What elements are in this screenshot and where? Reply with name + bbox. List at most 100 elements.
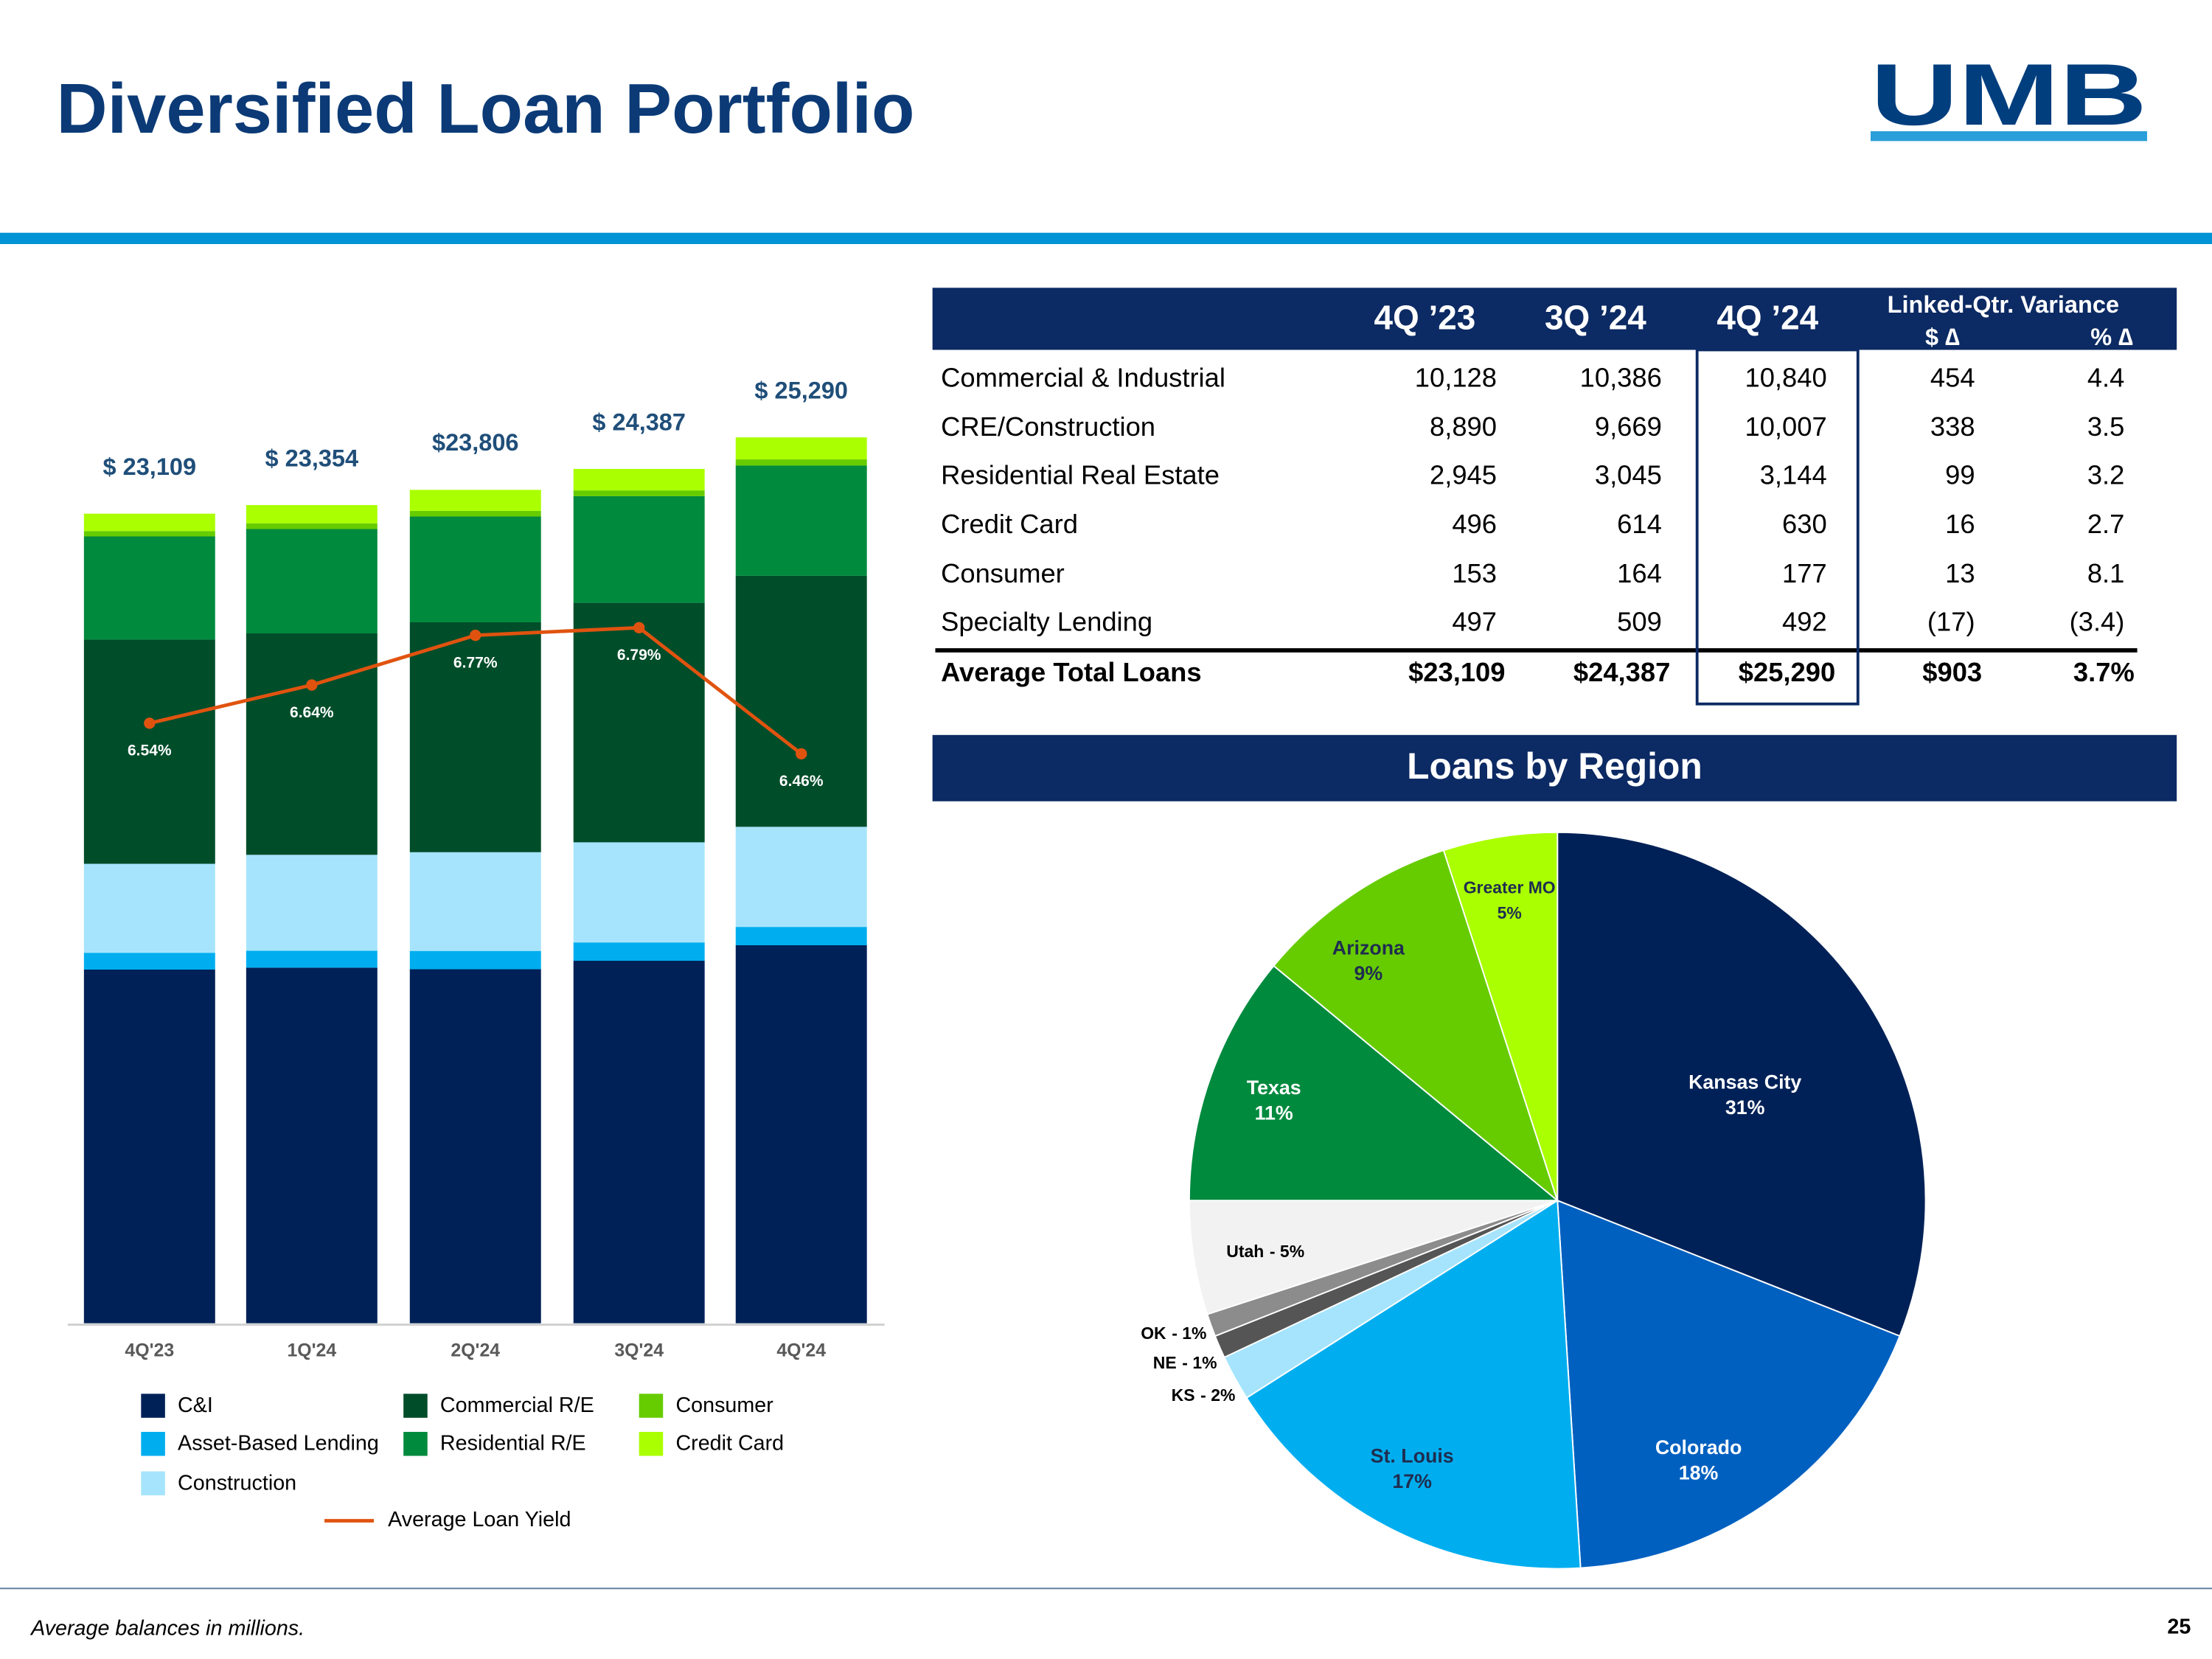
bar-segment: [735, 465, 867, 576]
table-cell: 8.1: [2087, 558, 2125, 588]
bar-segment: [83, 639, 215, 864]
total-label: $ 23,109: [103, 453, 197, 480]
bar-segment: [735, 575, 867, 827]
table-cell: (17): [1927, 606, 1975, 636]
legend-label: Credit Card: [675, 1432, 784, 1455]
table-cell: 3,045: [1595, 459, 1662, 490]
pie-value: - 1%: [1172, 1324, 1206, 1343]
x-tick-label: 4Q'24: [776, 1340, 826, 1360]
column-header: 4Q ’24: [1717, 298, 1818, 336]
pie-value: 31%: [1725, 1096, 1765, 1119]
bar-segment: [573, 495, 705, 603]
pie-slice: [1442, 831, 1559, 1201]
total-label: $ 24,387: [592, 408, 686, 435]
total-cell: 3.7%: [2073, 657, 2135, 687]
bar-segment: [83, 970, 215, 1324]
yield-label: 6.46%: [779, 773, 824, 790]
table-cell: 492: [1782, 606, 1827, 636]
bar-segment: [83, 953, 215, 970]
x-tick-label: 1Q'24: [287, 1340, 336, 1360]
bar-segment: [573, 842, 705, 943]
bar-segment: [409, 950, 541, 970]
row-label: Commercial & Industrial: [941, 362, 1225, 392]
table-cell: 8,890: [1430, 411, 1497, 442]
table-cell: 497: [1452, 606, 1497, 636]
total-label: Average Total Loans: [941, 657, 1201, 687]
pie-category: Greater MO: [1464, 877, 1556, 897]
region-header-bar: [932, 734, 2177, 801]
bar-segment: [573, 961, 705, 1324]
legend-label: Asset-Based Lending: [178, 1432, 379, 1455]
table-cell: 496: [1452, 509, 1497, 539]
pie-slice: [1188, 1200, 1558, 1315]
table-cell: 99: [1945, 459, 1975, 490]
legend-swatch: [639, 1394, 664, 1418]
bar-segment: [246, 967, 378, 1324]
pie-category: St. Louis: [1371, 1444, 1454, 1467]
yield-point: [144, 717, 156, 729]
pie-value: - 5%: [1270, 1242, 1304, 1261]
legend-swatch: [403, 1394, 428, 1418]
pie-category: KS: [1172, 1385, 1195, 1405]
legend-swatch: [141, 1394, 165, 1418]
total-cell: $24,387: [1573, 657, 1670, 687]
bar-segment: [573, 602, 705, 843]
table-cell: 338: [1930, 411, 1975, 442]
pie-label: OK - 1%: [1141, 1324, 1206, 1343]
table-cell: 2.7: [2087, 509, 2125, 539]
row-label: Credit Card: [941, 509, 1078, 539]
bar-segment: [246, 950, 378, 968]
current-quarter-box: [1695, 348, 1860, 706]
page-number: 25: [2167, 1615, 2191, 1638]
slide-title: Diversified Loan Portfolio: [57, 69, 915, 148]
total-label: $ 23,354: [265, 445, 359, 471]
yield-point: [306, 679, 318, 691]
bar-segment: [573, 468, 705, 491]
bar-segment: [573, 942, 705, 961]
pie-label: KS - 2%: [1172, 1385, 1236, 1405]
bar-segment: [409, 510, 541, 517]
bar-segment: [246, 633, 378, 855]
pie-category: OK: [1141, 1324, 1166, 1343]
table-cell: 10,007: [1745, 411, 1827, 442]
pie-category: Arizona: [1332, 937, 1405, 959]
pie-slice: [1557, 831, 1927, 1338]
yield-label: 6.54%: [128, 742, 172, 759]
total-label: $ 25,290: [754, 377, 848, 403]
bar-segment: [409, 516, 541, 623]
legend-label: Consumer: [675, 1394, 773, 1417]
total-cell: $25,290: [1739, 657, 1835, 687]
row-label: CRE/Construction: [941, 411, 1155, 442]
table-cell: 630: [1782, 509, 1827, 539]
bar-segment: [83, 536, 215, 640]
yield-point: [633, 622, 645, 633]
table-cell: 614: [1617, 509, 1662, 539]
pie-value: 17%: [1392, 1470, 1432, 1492]
pie-slice: [1188, 964, 1559, 1202]
table-cell: 13: [1945, 558, 1975, 588]
yield-label: 6.79%: [617, 647, 661, 664]
legend-swatch: [141, 1431, 165, 1456]
table-header-bar: [932, 288, 2177, 350]
pie-label: NE - 1%: [1153, 1353, 1217, 1372]
logo: UMB: [1871, 46, 2147, 144]
total-label: $23,806: [432, 429, 519, 456]
table-cell: 4.4: [2087, 362, 2125, 392]
variance-column-header: % ∆: [2090, 324, 2133, 350]
table-cell: 509: [1617, 606, 1662, 636]
yield-point: [796, 748, 807, 759]
pie-title: Loans by Region: [1407, 745, 1703, 787]
bar-segment: [409, 490, 541, 511]
footnote: Average balances in millions.: [29, 1616, 305, 1640]
legend-label: Commercial R/E: [440, 1394, 594, 1417]
bar-segment: [409, 622, 541, 852]
table-cell: 3.2: [2087, 459, 2125, 490]
yield-point: [470, 630, 481, 641]
row-label: Specialty Lending: [941, 606, 1152, 636]
variance-header: Linked-Qtr. Variance: [1888, 291, 2119, 318]
table-cell: (3.4): [2070, 606, 2125, 636]
total-cell: $23,109: [1408, 657, 1505, 687]
yield-label: 6.77%: [453, 654, 498, 671]
legend-label: C&I: [178, 1394, 213, 1417]
